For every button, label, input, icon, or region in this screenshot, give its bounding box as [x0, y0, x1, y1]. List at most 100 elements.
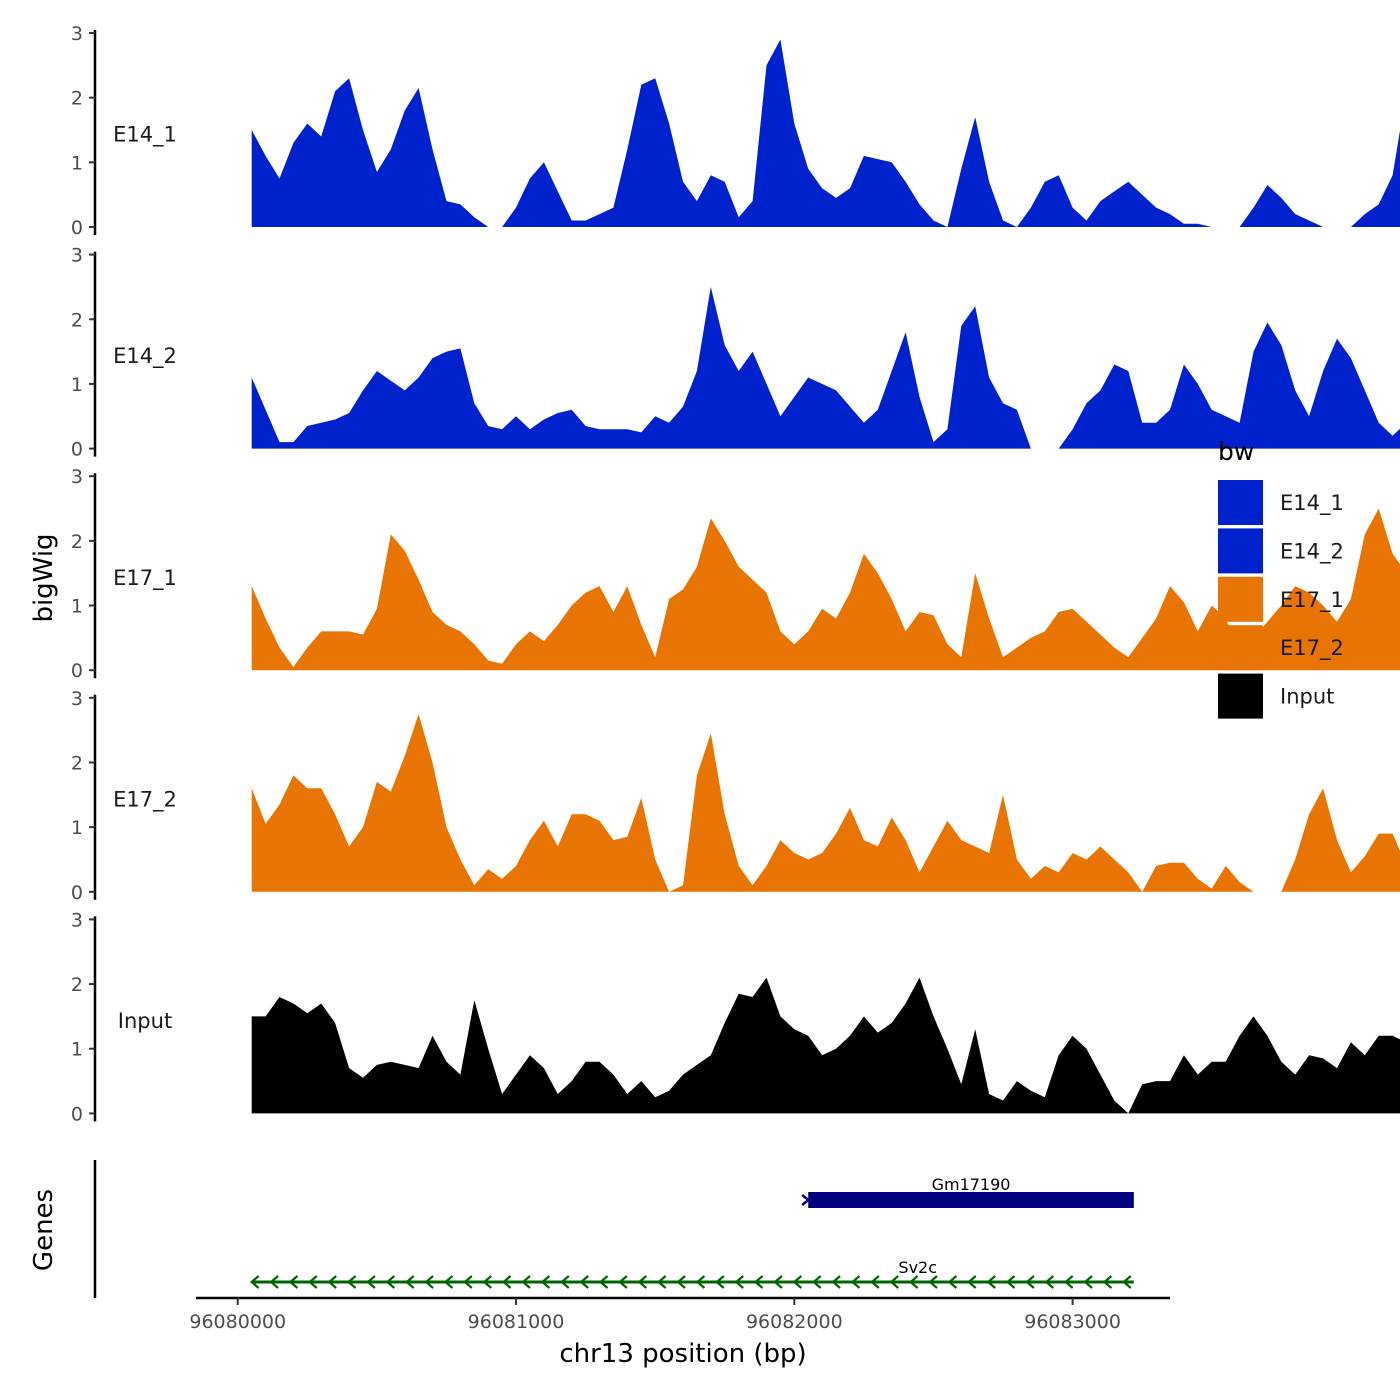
gene-strand-arrow: [346, 1275, 357, 1289]
track-panels: 0 1 2 3 E14_1 0 1 2 3 E14_2 0 1 2 3 E17_1 0 1 2 3 E17_2 0 1 2 3…: [71, 23, 1400, 1125]
y-axis-title: bigWig: [29, 533, 59, 622]
y-tick-label-e17-2-2: 2: [71, 752, 83, 774]
legend-swatch-e14-2: [1218, 528, 1263, 574]
y-tick-label-e17-1-1: 1: [71, 596, 83, 618]
y-tick-label-e14-2-2: 2: [71, 309, 83, 331]
signal-area-e17-1: [251, 508, 1400, 671]
track-e14-2: 0 1 2 3 E14_2: [71, 245, 1400, 461]
gene-strand-arrow: [850, 1275, 861, 1289]
gene-sv2c: Sv2c: [249, 1258, 1134, 1289]
track-label-e17-2: E17_2: [113, 787, 177, 812]
gene-strand-arrow: [501, 1275, 512, 1289]
y-tick-label-input-2: 2: [71, 974, 83, 996]
gene-strand-arrow: [618, 1275, 628, 1289]
gene-strand-arrow: [986, 1275, 996, 1289]
genes-y-axis-title: Genes: [29, 1189, 59, 1271]
gene-strand-arrow: [482, 1275, 492, 1289]
legend-label-e17-2: E17_2: [1280, 636, 1344, 661]
y-tick-label-e17-2-3: 3: [71, 688, 83, 710]
x-axis-ticks: 96080000 96081000 96082000 96083000: [189, 1298, 1121, 1333]
gene-strand-arrow: [773, 1275, 783, 1289]
gene-label-gm17190: Gm17190: [932, 1175, 1011, 1194]
x-tick-label-1: 96081000: [468, 1311, 565, 1333]
gene-strand-arrow: [1044, 1275, 1055, 1289]
gene-strand-arrow: [463, 1275, 473, 1289]
x-axis-title: chr13 position (bp): [559, 1339, 806, 1369]
track-e17-1: 0 1 2 3 E17_1: [71, 466, 1400, 682]
x-tick-label-0: 96080000: [189, 1311, 286, 1333]
track-e17-2: 0 1 2 3 E17_2: [71, 688, 1400, 904]
gene-strand-arrow: [908, 1275, 919, 1289]
signal-area-e17-2: [251, 714, 1400, 892]
gene-strand-arrow: [598, 1275, 609, 1289]
legend-items: E14_1 E14_2 E17_1 E17_2 Input: [1218, 480, 1344, 719]
y-tick-label-e14-1-2: 2: [71, 88, 83, 110]
signal-area-e14-1: [251, 39, 1400, 227]
y-tick-label-input-1: 1: [71, 1039, 83, 1061]
gene-strand-arrow: [579, 1275, 589, 1289]
gene-strand-arrow: [734, 1275, 744, 1289]
gene-models: Gm17190 Sv2c: [249, 1175, 1134, 1289]
gene-strand-arrow: [637, 1275, 648, 1289]
gene-strand-arrow: [424, 1275, 434, 1289]
signal-area-input: [251, 977, 1400, 1114]
track-label-e14-2: E14_2: [113, 344, 177, 369]
gene-strand-arrow: [928, 1275, 938, 1289]
y-tick-label-e14-1-1: 1: [71, 152, 83, 174]
legend-swatch-e17-1: [1218, 576, 1263, 622]
y-tick-label-e14-2-3: 3: [71, 245, 83, 267]
gene-strand-arrow: [812, 1275, 822, 1289]
gene-strand-arrow: [521, 1275, 531, 1289]
x-tick-label-2: 96082000: [746, 1311, 843, 1333]
legend-swatch-input: [1218, 673, 1263, 719]
signal-area-e14-2: [251, 286, 1400, 449]
gene-strand-arrow: [656, 1275, 667, 1289]
gene-strand-arrow: [947, 1275, 958, 1289]
track-label-e17-1: E17_1: [113, 566, 177, 591]
legend-label-e17-1: E17_1: [1280, 588, 1344, 613]
y-tick-label-e17-1-3: 3: [71, 466, 83, 488]
gene-label-sv2c: Sv2c: [898, 1258, 937, 1277]
track-label-e14-1: E14_1: [113, 123, 177, 148]
x-axis: 96080000 96081000 96082000 96083000 chr13 p…: [189, 1296, 1170, 1369]
y-tick-label-input-3: 3: [71, 909, 83, 931]
y-tick-label-e17-1-2: 2: [71, 531, 83, 553]
legend-swatch-e17-2: [1218, 625, 1263, 671]
gene-strand-arrow: [560, 1275, 570, 1289]
y-tick-label-e14-2-1: 1: [71, 374, 83, 396]
gene-body-gm17190: [808, 1192, 1134, 1208]
track-e14-1: 0 1 2 3 E14_1: [71, 23, 1400, 239]
gene-strand-arrow: [1025, 1275, 1035, 1289]
legend-swatch-e14-1: [1218, 480, 1263, 525]
gene-strand-arrow: [695, 1275, 706, 1289]
gene-strand-arrow: [715, 1275, 725, 1289]
gene-strand-arrow: [269, 1275, 279, 1289]
gene-strand-arrow: [1063, 1275, 1074, 1289]
gene-strand-arrow: [676, 1275, 686, 1289]
legend-label-e14-2: E14_2: [1280, 539, 1344, 564]
gene-strand-arrow: [327, 1275, 337, 1289]
genes-panel: Genes Gm17190 Sv2c: [29, 1160, 1134, 1298]
y-tick-label-e17-1-0: 0: [71, 660, 83, 682]
legend-label-input: Input: [1280, 685, 1334, 709]
gene-strand-arrow: [1005, 1275, 1016, 1289]
gene-strand-arrow: [831, 1275, 841, 1289]
gene-gm17190: Gm17190: [801, 1175, 1134, 1208]
legend: bw E14_1 E14_2 E17_1 E17_2 Input: [1218, 437, 1344, 719]
gene-strand-arrow: [308, 1275, 318, 1289]
y-tick-label-e17-2-0: 0: [71, 882, 83, 904]
gene-strand-arrow: [366, 1275, 376, 1289]
gene-strand-arrow: [443, 1275, 454, 1289]
gene-strand-arrow: [385, 1275, 396, 1289]
gene-strand-arrow: [889, 1275, 899, 1289]
gene-strand-arrow: [753, 1275, 764, 1289]
gene-strand-arrow: [792, 1275, 803, 1289]
gene-strand-arrow: [801, 1194, 811, 1206]
legend-label-e14-1: E14_1: [1280, 491, 1344, 516]
gene-strand-arrow: [1102, 1275, 1113, 1289]
gene-strand-arrow: [540, 1275, 551, 1289]
gene-strand-arrow: [870, 1275, 880, 1289]
gene-strand-arrow: [1122, 1275, 1132, 1289]
y-tick-label-e17-2-1: 1: [71, 817, 83, 839]
